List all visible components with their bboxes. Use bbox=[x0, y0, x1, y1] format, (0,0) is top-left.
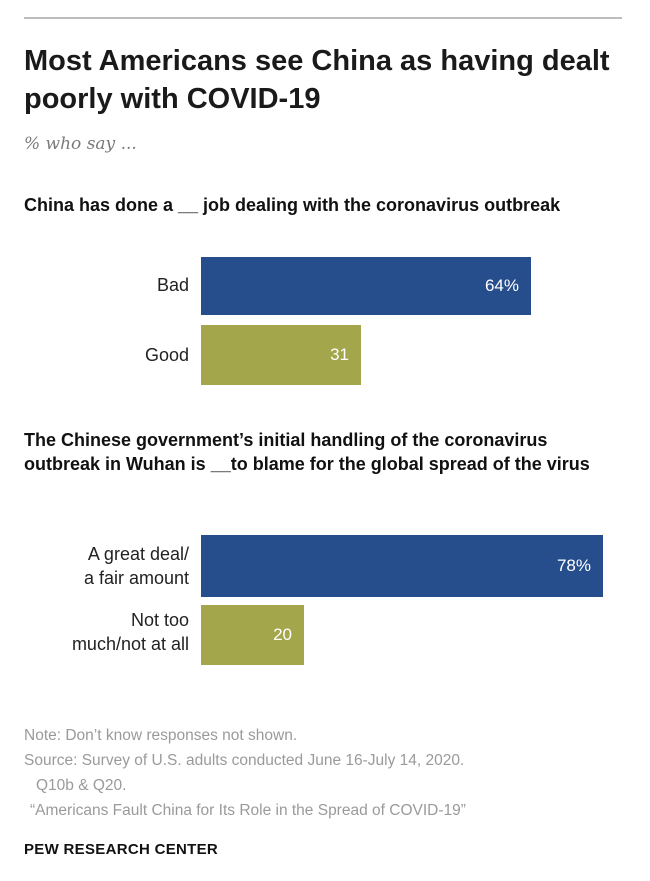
chart1-heading: China has done a __ job dealing with the… bbox=[24, 195, 561, 215]
chart1-value-good: 31 bbox=[330, 345, 349, 364]
chart2-label-great-deal-line1: A great deal/ bbox=[87, 544, 189, 564]
chart2-bar-not-too-much bbox=[201, 605, 304, 665]
footer-note: Note: Don’t know responses not shown. bbox=[24, 727, 298, 744]
chart2-value-not-too-much: 20 bbox=[273, 625, 292, 644]
footer-source-line2: Q10b & Q20. bbox=[36, 777, 127, 794]
chart-subtitle: % who say ... bbox=[24, 134, 137, 154]
chart2-label-not-too-much-line1: Not too bbox=[130, 610, 189, 630]
chart1-label-good: Good bbox=[144, 345, 189, 365]
chart1-label-bad: Bad bbox=[156, 275, 189, 295]
footer-source-line1: Source: Survey of U.S. adults conducted … bbox=[24, 752, 465, 769]
footer-report-title: “Americans Fault China for Its Role in t… bbox=[30, 802, 466, 819]
pew-research-center-logo: PEW RESEARCH CENTER bbox=[24, 841, 219, 858]
top-rule bbox=[24, 17, 622, 19]
chart2-label-great-deal: A great deal/ a fair amount bbox=[84, 542, 189, 590]
chart1-bar-good bbox=[201, 325, 361, 385]
chart2-label-not-too-much-line2: much/not at all bbox=[71, 634, 189, 654]
chart2-value-great-deal: 78% bbox=[556, 556, 591, 575]
chart1-bar-bad bbox=[201, 257, 531, 315]
chart2-bar-great-deal bbox=[201, 535, 603, 597]
chart1-value-bad: 64% bbox=[484, 276, 519, 295]
chart2-label-not-too-much: Not too much/not at all bbox=[72, 608, 189, 656]
chart2-label-great-deal-line2: a fair amount bbox=[83, 568, 189, 588]
chart-title: Most Americans see China as having dealt… bbox=[24, 45, 610, 115]
chart2-heading: The Chinese government’s initial handlin… bbox=[24, 430, 590, 474]
